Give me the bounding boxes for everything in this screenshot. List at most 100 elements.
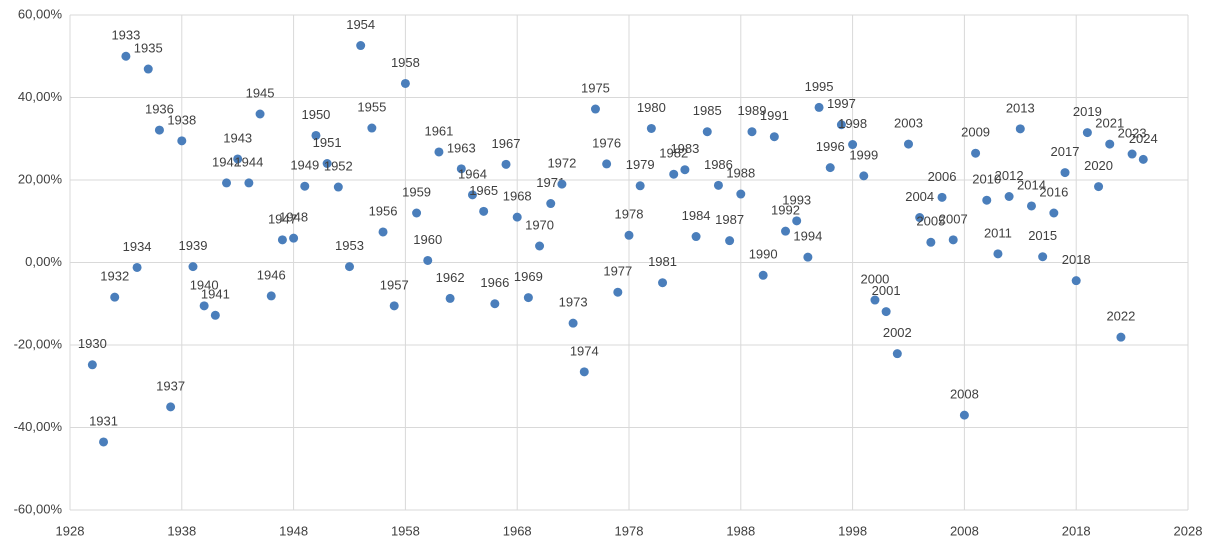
point bbox=[859, 171, 869, 181]
point bbox=[658, 278, 668, 288]
point-label: 1972 bbox=[547, 156, 576, 171]
point-label: 2021 bbox=[1095, 116, 1124, 131]
point-label: 1961 bbox=[424, 123, 453, 138]
point bbox=[870, 295, 880, 305]
point-label: 2000 bbox=[860, 271, 889, 286]
x-tick-label: 2028 bbox=[1174, 523, 1203, 538]
point bbox=[1015, 124, 1025, 134]
point bbox=[166, 402, 176, 412]
point-label: 1959 bbox=[402, 184, 431, 199]
x-tick-label: 1978 bbox=[615, 523, 644, 538]
point bbox=[277, 235, 287, 245]
point bbox=[188, 262, 198, 272]
point bbox=[557, 179, 567, 189]
point bbox=[546, 199, 556, 209]
point-label: 1976 bbox=[592, 135, 621, 150]
point bbox=[669, 169, 679, 179]
point-label: 1957 bbox=[380, 277, 409, 292]
point bbox=[848, 140, 858, 150]
point bbox=[1038, 252, 1048, 262]
point bbox=[512, 212, 522, 222]
point-label: 1999 bbox=[849, 147, 878, 162]
point bbox=[389, 301, 399, 311]
point bbox=[434, 147, 444, 157]
point-label: 1996 bbox=[816, 139, 845, 154]
point bbox=[456, 164, 466, 174]
point-label: 1993 bbox=[782, 192, 811, 207]
point-label: 2001 bbox=[872, 283, 901, 298]
point bbox=[523, 293, 533, 303]
point-label: 1994 bbox=[793, 229, 822, 244]
point-label: 2005 bbox=[916, 214, 945, 229]
point bbox=[691, 232, 701, 242]
point-label: 1980 bbox=[637, 100, 666, 115]
point-label: 1983 bbox=[670, 141, 699, 156]
point-label: 1963 bbox=[447, 140, 476, 155]
point bbox=[635, 181, 645, 191]
point bbox=[1094, 182, 1104, 192]
point bbox=[904, 139, 913, 149]
point bbox=[1116, 332, 1126, 342]
point bbox=[646, 123, 656, 133]
x-tick-label: 1928 bbox=[56, 523, 85, 538]
point bbox=[579, 367, 589, 377]
point bbox=[825, 163, 835, 173]
point bbox=[400, 78, 410, 88]
point-label: 2004 bbox=[905, 189, 934, 204]
point bbox=[959, 410, 969, 420]
point bbox=[792, 216, 802, 226]
point bbox=[725, 236, 735, 246]
x-tick-label: 2018 bbox=[1062, 523, 1091, 538]
point-label: 1988 bbox=[726, 165, 755, 180]
point-label: 1947 bbox=[268, 211, 297, 226]
point bbox=[982, 195, 992, 205]
point-label: 1944 bbox=[234, 154, 263, 169]
point-label: 1955 bbox=[357, 99, 386, 114]
point bbox=[356, 41, 366, 51]
point-label: 1987 bbox=[715, 212, 744, 227]
point bbox=[1060, 168, 1070, 178]
point bbox=[1082, 128, 1092, 138]
point-label: 1945 bbox=[246, 85, 275, 100]
point-label: 2007 bbox=[939, 211, 968, 226]
point-label: 1931 bbox=[89, 413, 118, 428]
point bbox=[501, 159, 511, 169]
point-label: 2009 bbox=[961, 125, 990, 140]
point-label: 1933 bbox=[111, 28, 140, 43]
point-label: 2006 bbox=[928, 169, 957, 184]
point-label: 1986 bbox=[704, 157, 733, 172]
point-label: 2002 bbox=[883, 325, 912, 340]
point-label: 1978 bbox=[615, 207, 644, 222]
point-label: 1984 bbox=[682, 208, 711, 223]
y-tick-label: 0,00% bbox=[25, 254, 62, 269]
point-label: 2024 bbox=[1129, 131, 1158, 146]
point bbox=[937, 192, 947, 202]
point bbox=[423, 255, 433, 265]
point bbox=[1138, 154, 1148, 164]
point-label: 2003 bbox=[894, 116, 923, 131]
point bbox=[948, 235, 958, 245]
point-label: 1950 bbox=[301, 107, 330, 122]
point-label: 1974 bbox=[570, 343, 599, 358]
point bbox=[467, 190, 477, 200]
point bbox=[345, 262, 354, 272]
y-tick-label: -20,00% bbox=[14, 336, 63, 351]
point bbox=[266, 291, 276, 301]
point bbox=[1127, 149, 1137, 159]
x-tick-label: 2008 bbox=[950, 523, 979, 538]
point bbox=[926, 237, 936, 247]
point bbox=[1026, 201, 1036, 211]
point bbox=[881, 307, 891, 317]
point bbox=[412, 208, 422, 218]
point-label: 2014 bbox=[1017, 177, 1046, 192]
y-tick-label: -40,00% bbox=[14, 419, 63, 434]
point bbox=[702, 127, 712, 137]
point bbox=[602, 159, 612, 169]
point-label: 1938 bbox=[167, 112, 196, 127]
point-label: 2022 bbox=[1106, 309, 1135, 324]
point-label: 1967 bbox=[492, 136, 521, 151]
point bbox=[613, 287, 623, 297]
point bbox=[814, 102, 824, 112]
point bbox=[892, 349, 902, 359]
